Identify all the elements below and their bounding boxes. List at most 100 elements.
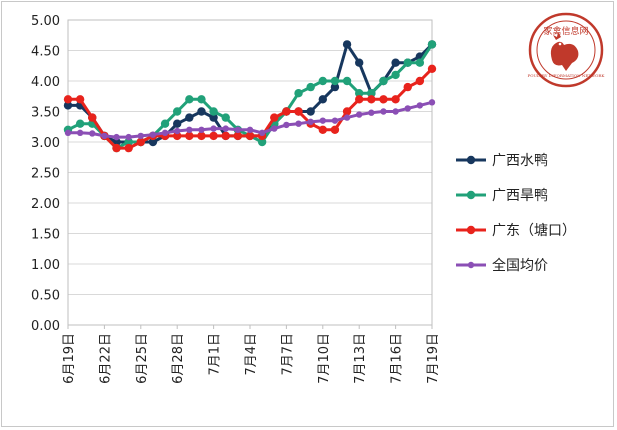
legend-label: 广西水鸭 — [492, 153, 548, 169]
data-point — [342, 40, 352, 49]
legend-entry: 广西旱鸭 — [456, 188, 548, 204]
data-point — [63, 101, 73, 110]
data-point — [282, 107, 291, 116]
data-point — [427, 64, 437, 74]
data-point — [161, 129, 169, 137]
poultry-seal-logo: 家禽信息网 POULTRY INFORMATION NETWORK — [528, 12, 606, 88]
data-point — [148, 137, 158, 147]
data-point — [403, 58, 412, 67]
data-point — [306, 107, 315, 116]
data-point — [246, 126, 254, 133]
data-point — [379, 95, 388, 104]
data-point — [415, 76, 425, 86]
data-point — [318, 95, 327, 104]
data-point — [222, 125, 229, 132]
legend-swatch-marker — [466, 190, 476, 200]
data-point — [294, 89, 303, 98]
data-point — [404, 105, 411, 112]
data-point — [330, 82, 340, 92]
data-point — [391, 95, 400, 104]
data-point — [136, 137, 145, 147]
data-point — [306, 82, 315, 92]
gridlines — [67, 19, 433, 326]
series-3 — [64, 99, 436, 141]
series-lines — [63, 40, 437, 153]
legend-entry: 全国均价 — [456, 257, 548, 274]
data-point — [173, 119, 182, 128]
data-point — [380, 108, 387, 115]
data-point — [113, 133, 120, 141]
x-tick-label: 7月4日 — [244, 333, 259, 376]
x-tick-label: 7月7日 — [280, 333, 295, 376]
x-axis: 6月19日 6月22日 6月25日 6月28日 7月1日 7月4日 7月7日 7月10日 7月1… — [62, 325, 441, 384]
data-point — [125, 133, 132, 141]
data-point — [137, 132, 144, 140]
data-point — [257, 137, 267, 147]
data-point — [124, 143, 133, 153]
data-point — [428, 99, 436, 106]
y-tick-label: 0.50 — [31, 289, 60, 304]
data-point — [63, 95, 73, 104]
y-tick-label: 1.00 — [31, 258, 60, 273]
data-point — [221, 131, 230, 141]
y-tick-label: 1.50 — [31, 228, 60, 243]
y-tick-label: 2.50 — [31, 167, 60, 182]
y-tick-label: 4.50 — [31, 45, 60, 60]
data-point — [367, 89, 376, 98]
data-point — [318, 125, 327, 134]
data-point — [342, 76, 352, 86]
data-point — [185, 131, 194, 141]
legend-label: 广东（塘口） — [492, 223, 576, 239]
data-point — [185, 95, 194, 104]
data-point — [355, 89, 364, 98]
y-tick-label: 3.00 — [31, 136, 60, 151]
data-point — [209, 131, 218, 141]
x-tick-label: 6月28日 — [171, 333, 186, 384]
data-point — [367, 95, 376, 104]
y-tick-label: 5.00 — [31, 14, 60, 29]
x-tick-label: 7月10日 — [317, 333, 332, 384]
x-tick-label: 6月22日 — [98, 333, 113, 384]
x-tick-label: 7月16日 — [390, 333, 405, 384]
data-point — [343, 114, 351, 121]
data-point — [403, 82, 412, 92]
data-point — [197, 95, 206, 104]
data-point — [233, 131, 243, 141]
data-point — [271, 125, 278, 132]
data-point — [149, 131, 157, 138]
x-tick-label: 7月19日 — [426, 333, 441, 384]
data-point — [88, 113, 97, 122]
data-point — [75, 95, 85, 104]
data-point — [89, 130, 96, 137]
data-point — [368, 109, 375, 116]
data-point — [427, 40, 437, 49]
x-tick-label: 7月13日 — [353, 333, 368, 384]
data-point — [379, 76, 388, 86]
data-point — [186, 126, 193, 133]
y-tick-label: 3.50 — [31, 106, 60, 121]
data-point — [342, 107, 352, 116]
data-point — [355, 95, 364, 104]
y-tick-label: 0.00 — [31, 319, 60, 334]
legend-swatch-marker — [466, 155, 476, 165]
data-point — [234, 126, 242, 133]
legend-label: 广西旱鸭 — [492, 188, 548, 204]
data-point — [294, 107, 303, 116]
data-point — [283, 121, 290, 129]
x-tick-label: 6月25日 — [135, 333, 150, 384]
data-point — [112, 143, 121, 153]
data-point — [319, 117, 326, 124]
data-point — [331, 117, 339, 124]
data-point — [209, 107, 218, 116]
data-point — [415, 58, 425, 67]
data-point — [221, 113, 230, 122]
data-point — [64, 129, 72, 137]
data-point — [160, 119, 170, 128]
data-point — [356, 111, 363, 118]
data-point — [185, 113, 194, 122]
svg-text:家禽信息网: 家禽信息网 — [543, 25, 588, 37]
data-point — [124, 137, 133, 147]
svg-text:POULTRY INFORMATION NETWORK: POULTRY INFORMATION NETWORK — [528, 73, 606, 78]
